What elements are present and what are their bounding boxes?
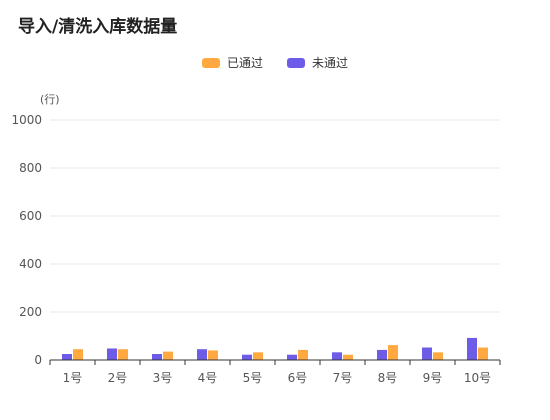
bar-not-passed[interactable] bbox=[467, 337, 477, 360]
legend-swatch-passed bbox=[201, 57, 220, 68]
x-tick-label: 5号 bbox=[243, 371, 263, 385]
y-axis-ticks: 0 200 400 600 800 1000 bbox=[11, 113, 42, 367]
bar-passed[interactable] bbox=[118, 349, 128, 360]
bar-not-passed[interactable] bbox=[107, 348, 117, 360]
grid-lines bbox=[50, 119, 500, 313]
bar-not-passed[interactable] bbox=[287, 354, 297, 360]
legend-swatch-not-passed bbox=[287, 57, 305, 68]
bar-passed[interactable] bbox=[433, 352, 443, 360]
bars bbox=[62, 337, 488, 360]
chart-title: 导入/清洗入库数据量 bbox=[18, 17, 178, 37]
y-axis-unit-label: (行) bbox=[40, 93, 60, 106]
bar-not-passed[interactable] bbox=[152, 354, 162, 360]
legend-label-passed: 已通过 bbox=[226, 56, 263, 70]
y-tick-label: 1000 bbox=[11, 113, 42, 127]
chart-legend: 已通过 未通过 bbox=[0, 54, 550, 71]
bar-passed[interactable] bbox=[208, 350, 218, 360]
legend-item-passed[interactable]: 已通过 bbox=[201, 54, 263, 71]
y-tick-label: 600 bbox=[19, 209, 42, 223]
bar-passed[interactable] bbox=[298, 349, 308, 360]
bar-not-passed[interactable] bbox=[197, 349, 207, 360]
bar-passed[interactable] bbox=[478, 347, 488, 360]
bar-passed[interactable] bbox=[343, 354, 353, 360]
x-tick-label: 9号 bbox=[423, 371, 443, 385]
y-tick-label: 800 bbox=[19, 161, 42, 175]
bar-passed[interactable] bbox=[73, 349, 83, 360]
x-tick-label: 4号 bbox=[198, 371, 218, 385]
y-tick-label: 0 bbox=[34, 353, 42, 367]
x-tick-label: 1号 bbox=[63, 371, 83, 385]
y-tick-label: 200 bbox=[19, 305, 42, 319]
bar-not-passed[interactable] bbox=[332, 352, 342, 360]
bar-not-passed[interactable] bbox=[422, 347, 432, 360]
bar-passed[interactable] bbox=[253, 352, 263, 360]
x-axis-ticks: 1号 2号 3号 4号 5号 6号 7号 8号 9号 10号 bbox=[49, 360, 501, 385]
x-tick-label: 10号 bbox=[464, 371, 491, 385]
bar-not-passed[interactable] bbox=[377, 349, 387, 360]
x-tick-label: 6号 bbox=[288, 371, 308, 385]
bar-not-passed[interactable] bbox=[62, 354, 72, 360]
y-tick-label: 400 bbox=[19, 257, 42, 271]
bar-not-passed[interactable] bbox=[242, 354, 252, 360]
legend-item-not-passed[interactable]: 未通过 bbox=[287, 54, 348, 71]
x-tick-label: 3号 bbox=[153, 371, 173, 385]
bar-passed[interactable] bbox=[388, 345, 398, 360]
x-tick-label: 7号 bbox=[333, 371, 353, 385]
legend-label-not-passed: 未通过 bbox=[312, 56, 349, 70]
x-tick-label: 2号 bbox=[108, 371, 128, 385]
bar-passed[interactable] bbox=[163, 351, 173, 360]
x-tick-label: 8号 bbox=[378, 371, 398, 385]
